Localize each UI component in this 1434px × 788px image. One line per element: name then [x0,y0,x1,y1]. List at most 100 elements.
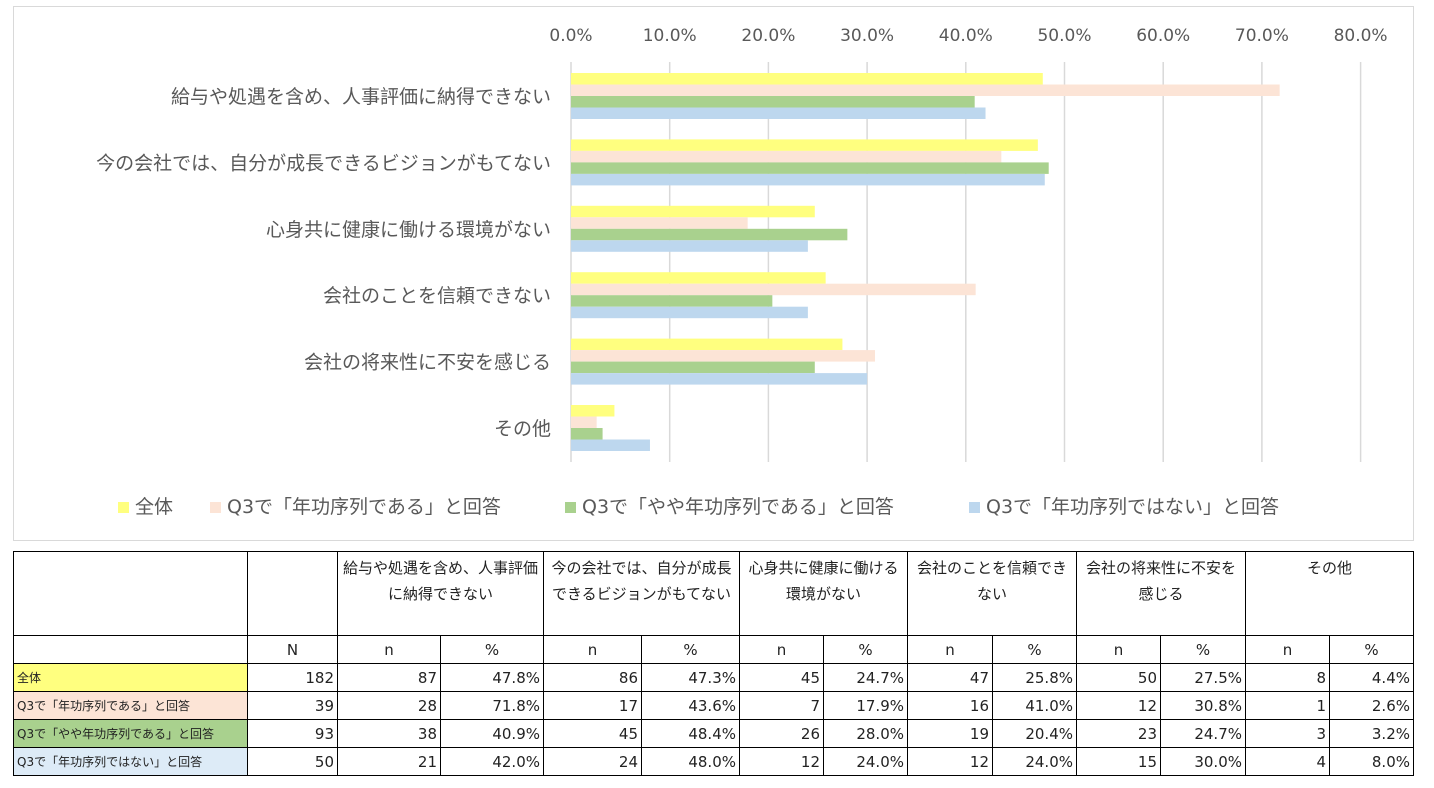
row-label: Q3で「年功序列ではない」と回答 [13,747,248,776]
bar-1 [571,272,826,284]
legend-swatch [565,502,576,513]
sub-header-n: n [1076,635,1161,664]
bar-chart: 0.0% 10.0% 20.0% 30.0% 40.0% 50.0% 60.0% 70.0% 8… [96,26,1388,518]
cell-n: 50 [1076,663,1161,692]
x-tick-label: 20.0% [741,26,795,46]
sub-header-N: N [247,635,338,664]
x-tick-label: 70.0% [1235,26,1289,46]
cell-n: 4 [1245,747,1330,776]
col-header: 会社のことを信頼できない [907,551,1077,636]
sub-header-pct: % [641,635,740,664]
bar-1 [571,73,1043,85]
cell-pct: 47.3% [641,663,740,692]
col-header: その他 [1245,551,1414,636]
cell-n: 16 [907,691,993,720]
cell-N: 182 [247,663,338,692]
bar-3 [571,295,773,307]
cell-n: 8 [1245,663,1330,692]
cell-n: 12 [739,747,824,776]
cell-pct: 41.0% [992,691,1077,720]
bar-2 [571,350,875,362]
chart-panel: 0.0% 10.0% 20.0% 30.0% 40.0% 50.0% 60.0% 70.0% 8… [13,6,1414,541]
cell-pct: 71.8% [440,691,544,720]
x-tick-label: 60.0% [1136,26,1190,46]
cell-pct: 30.8% [1160,691,1246,720]
sub-header-n: n [907,635,993,664]
bar-4 [571,173,1045,186]
cell-pct: 40.9% [440,719,544,748]
bar-4 [571,373,868,385]
x-tick-label: 10.0% [643,26,697,46]
bar-2 [571,283,976,296]
cell-n: 12 [1076,691,1161,720]
data-table: 給与や処遇を含め、人事評価に納得できない 今の会社では、自分が成長できるビジョン… [13,551,1414,776]
col-header: 今の会社では、自分が成長できるビジョンがもてない [543,551,740,636]
bar-3 [571,162,1049,174]
category-label: 心身共に健康に働ける環境がない [266,219,551,241]
cell-pct: 25.8% [992,663,1077,692]
cell-n: 45 [739,663,824,692]
bar-1 [571,205,815,218]
cell-pct: 48.4% [641,719,740,748]
cell-n: 47 [907,663,993,692]
cell-pct: 24.7% [1160,719,1246,748]
cell-pct: 4.4% [1329,663,1414,692]
category-label: 会社のことを信頼できない [323,285,551,307]
cell-N: 93 [247,719,338,748]
legend-entry: Q3で「年功序列である」と回答 [227,496,501,518]
sub-header-n: n [739,635,824,664]
bar-4 [571,107,986,119]
table-row: Q3で「年功序列である」と回答 39 28 71.8% 17 43.6% 7 17.9% 16 4… [13,691,1414,720]
sub-header-pct: % [1160,635,1246,664]
legend-swatch [969,502,980,513]
cell-pct: 8.0% [1329,747,1414,776]
sub-header-n: n [543,635,642,664]
bar-3 [571,96,975,108]
cell-pct: 48.0% [641,747,740,776]
cell-n: 1 [1245,691,1330,720]
category-label: 会社の将来性に不安を感じる [304,352,551,374]
cell-pct: 24.0% [823,747,908,776]
bar-4 [571,306,808,319]
table-row: Q3で「やや年功序列である」と回答 93 38 40.9% 45 48.4% 26 28.0%… [13,719,1414,748]
legend-entry: Q3で「やや年功序列である」と回答 [582,496,894,518]
cell-n: 28 [337,691,441,720]
cell-n: 21 [337,747,441,776]
cell-pct: 28.0% [823,719,908,748]
x-tick-label: 30.0% [840,26,894,46]
sub-header-blank [13,635,248,664]
sub-header-n: n [337,635,441,664]
table-row: Q3で「年功序列ではない」と回答 50 21 42.0% 24 48.0% 12 24.0% 1… [13,747,1414,776]
legend-swatch [118,502,129,513]
cell-n: 45 [543,719,642,748]
x-tick-label: 50.0% [1037,26,1091,46]
bar-3 [571,228,848,241]
x-tick-label: 80.0% [1334,26,1388,46]
table-corner-n [247,551,338,636]
cell-N: 50 [247,747,338,776]
cell-pct: 2.6% [1329,691,1414,720]
cell-n: 38 [337,719,441,748]
col-header: 給与や処遇を含め、人事評価に納得できない [337,551,544,636]
cell-pct: 3.2% [1329,719,1414,748]
x-tick-label: 40.0% [939,26,993,46]
bar-3 [571,361,815,374]
x-tick-label: 0.0% [549,26,592,46]
cell-n: 7 [739,691,824,720]
legend-entry: Q3で「年功序列ではない」と回答 [986,496,1279,518]
cell-n: 23 [1076,719,1161,748]
sub-header-pct: % [823,635,908,664]
cell-n: 19 [907,719,993,748]
bar-1 [571,139,1038,151]
row-label: Q3で「年功序列である」と回答 [13,691,248,720]
cell-n: 26 [739,719,824,748]
bar-4 [571,240,808,252]
bar-2 [571,416,597,428]
sub-header-pct: % [1329,635,1414,664]
bar-1 [571,338,843,351]
bar-1 [571,405,615,417]
category-label: 今の会社では、自分が成長できるビジョンがもてない [96,152,551,174]
bar-2 [571,150,1002,163]
category-label: 給与や処遇を含め、人事評価に納得できない [171,86,551,108]
legend-entry: 全体 [135,496,173,518]
